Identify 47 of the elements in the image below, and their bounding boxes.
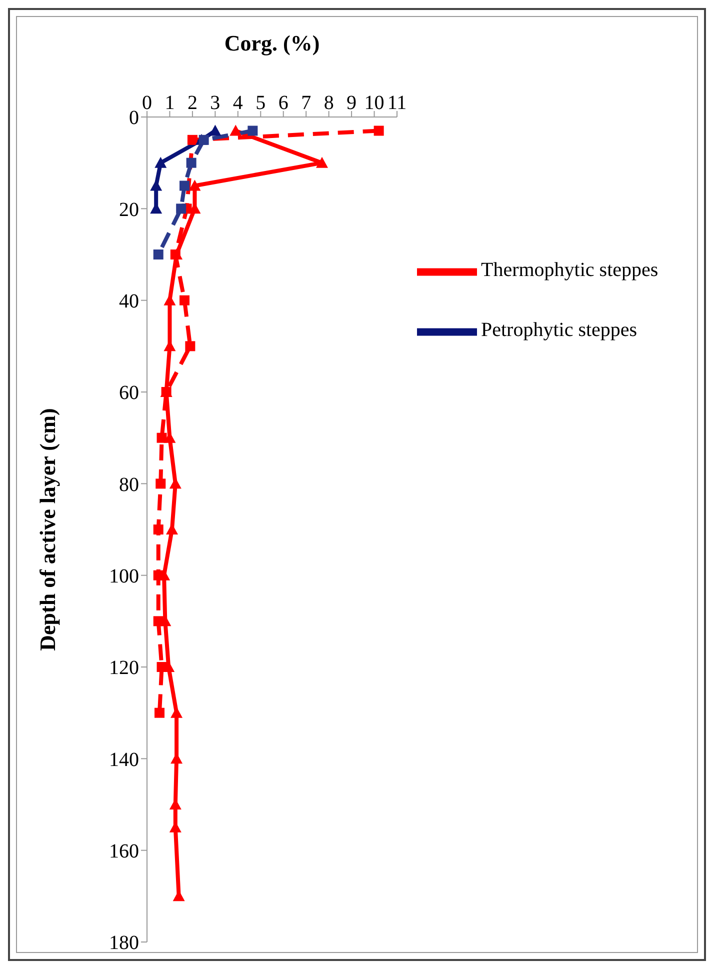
point <box>185 341 196 352</box>
legend-label: Thermophytic steppes <box>481 258 658 281</box>
point <box>188 180 201 191</box>
point <box>248 126 258 136</box>
y-tick-label: 100 <box>109 565 139 588</box>
y-tick-label: 80 <box>119 474 139 496</box>
x-tick-label: 11 <box>387 92 407 114</box>
point <box>230 124 242 136</box>
point <box>156 478 166 489</box>
y-tick-label: 20 <box>119 198 139 221</box>
point <box>156 432 167 443</box>
y-tick-label: 40 <box>119 290 139 312</box>
x-tick-label: 5 <box>256 92 266 114</box>
point <box>316 156 328 168</box>
point <box>198 134 209 145</box>
point <box>176 204 186 214</box>
x-tick-label: 7 <box>301 92 312 114</box>
x-tick-label: 4 <box>232 92 243 114</box>
point <box>154 156 167 168</box>
y-tick-label: 140 <box>109 748 139 771</box>
y-tick-label: 60 <box>119 382 139 404</box>
point <box>156 662 167 672</box>
x-tick-label: 2 <box>187 92 198 114</box>
y-axis-title: Depth of active layer (cm) <box>34 408 60 651</box>
point <box>153 250 164 260</box>
legend-label: Petrophytic steppes <box>481 318 638 341</box>
y-tick-label: 120 <box>109 657 139 680</box>
point <box>170 250 180 260</box>
y-tick-label: 160 <box>109 840 139 862</box>
point <box>154 708 164 718</box>
x-tick-label: 10 <box>364 92 384 114</box>
x-tick-label: 3 <box>210 92 220 114</box>
point <box>187 134 198 145</box>
point <box>153 570 164 580</box>
x-tick-label: 8 <box>324 92 334 114</box>
point <box>153 616 164 626</box>
y-tick-label: 180 <box>109 932 139 954</box>
point <box>374 126 384 136</box>
point <box>180 295 190 306</box>
point <box>180 180 190 191</box>
x-axis-title: Corg. (%) <box>224 30 320 56</box>
x-tick-label: 9 <box>346 92 357 114</box>
point <box>153 524 164 534</box>
x-tick-label: 6 <box>278 92 288 114</box>
y-tick-label: 0 <box>129 107 139 130</box>
x-tick-label: 1 <box>164 92 175 114</box>
point <box>186 158 196 168</box>
